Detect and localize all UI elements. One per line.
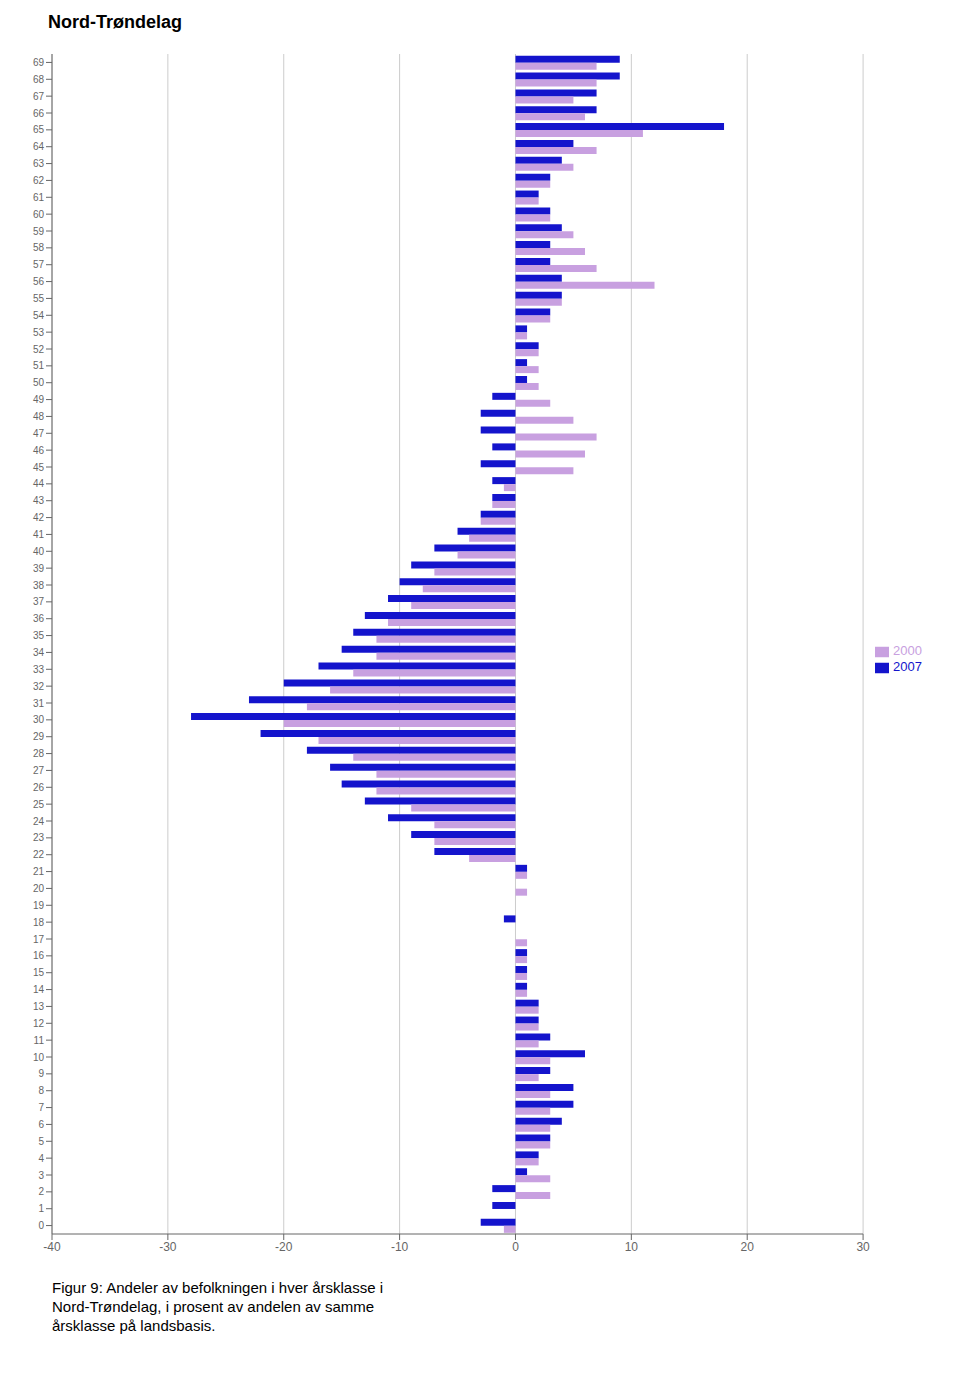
svg-text:43: 43 xyxy=(33,495,45,506)
svg-text:66: 66 xyxy=(33,108,45,119)
svg-text:2: 2 xyxy=(38,1186,44,1197)
svg-text:24: 24 xyxy=(33,816,45,827)
svg-text:55: 55 xyxy=(33,293,45,304)
svg-text:68: 68 xyxy=(33,74,45,85)
svg-text:51: 51 xyxy=(33,360,45,371)
svg-text:5: 5 xyxy=(38,1136,44,1147)
svg-text:35: 35 xyxy=(33,630,45,641)
svg-text:62: 62 xyxy=(33,175,45,186)
svg-text:14: 14 xyxy=(33,984,45,995)
svg-text:65: 65 xyxy=(33,124,45,135)
svg-text:36: 36 xyxy=(33,613,45,624)
svg-text:64: 64 xyxy=(33,141,45,152)
svg-text:42: 42 xyxy=(33,512,45,523)
svg-text:10: 10 xyxy=(625,1240,639,1254)
svg-text:-30: -30 xyxy=(159,1240,177,1254)
svg-text:52: 52 xyxy=(33,344,45,355)
svg-text:-10: -10 xyxy=(391,1240,409,1254)
svg-text:12: 12 xyxy=(33,1018,45,1029)
svg-text:7: 7 xyxy=(38,1102,44,1113)
html-text:Figur 9: Andeler av befolkning: Figur 9: Andeler av befolkningen i hver … xyxy=(52,1279,383,1296)
svg-text:60: 60 xyxy=(33,209,45,220)
html-text:årsklasse på landsbasis.: årsklasse på landsbasis. xyxy=(52,1317,216,1334)
svg-text:37: 37 xyxy=(33,596,45,607)
svg-text:31: 31 xyxy=(33,698,45,709)
svg-text:1: 1 xyxy=(38,1203,44,1214)
svg-text:22: 22 xyxy=(33,849,45,860)
svg-text:-40: -40 xyxy=(43,1240,61,1254)
svg-text:39: 39 xyxy=(33,563,45,574)
svg-text:23: 23 xyxy=(33,832,45,843)
html-text:Nord-Trøndelag, i prosent av a: Nord-Trøndelag, i prosent av andelen av … xyxy=(52,1298,375,1315)
svg-text:0: 0 xyxy=(38,1220,44,1231)
html-text:Nord-Trøndelag: Nord-Trøndelag xyxy=(48,12,182,32)
svg-text:27: 27 xyxy=(33,765,45,776)
svg-text:13: 13 xyxy=(33,1001,45,1012)
svg-text:10: 10 xyxy=(33,1052,45,1063)
svg-text:-20: -20 xyxy=(275,1240,293,1254)
svg-text:54: 54 xyxy=(33,310,45,321)
svg-text:19: 19 xyxy=(33,900,45,911)
svg-text:57: 57 xyxy=(33,259,45,270)
svg-text:63: 63 xyxy=(33,158,45,169)
svg-text:44: 44 xyxy=(33,478,45,489)
svg-text:30: 30 xyxy=(856,1240,870,1254)
svg-text:67: 67 xyxy=(33,91,45,102)
svg-text:6: 6 xyxy=(38,1119,44,1130)
svg-text:20: 20 xyxy=(33,883,45,894)
svg-text:20: 20 xyxy=(741,1240,755,1254)
svg-text:48: 48 xyxy=(33,411,45,422)
svg-text:29: 29 xyxy=(33,731,45,742)
svg-text:53: 53 xyxy=(33,327,45,338)
svg-text:28: 28 xyxy=(33,748,45,759)
svg-text:17: 17 xyxy=(33,934,45,945)
svg-text:59: 59 xyxy=(33,226,45,237)
svg-text:18: 18 xyxy=(33,917,45,928)
svg-text:15: 15 xyxy=(33,967,45,978)
svg-text:32: 32 xyxy=(33,681,45,692)
svg-text:47: 47 xyxy=(33,428,45,439)
svg-text:49: 49 xyxy=(33,394,45,405)
svg-text:46: 46 xyxy=(33,445,45,456)
svg-text:11: 11 xyxy=(34,1035,45,1046)
svg-text:30: 30 xyxy=(33,714,45,725)
svg-text:58: 58 xyxy=(33,242,45,253)
svg-text:33: 33 xyxy=(33,664,45,675)
svg-text:9: 9 xyxy=(38,1068,44,1079)
svg-text:40: 40 xyxy=(33,546,45,557)
svg-text:26: 26 xyxy=(33,782,45,793)
svg-text:56: 56 xyxy=(33,276,45,287)
svg-text:4: 4 xyxy=(38,1153,44,1164)
svg-text:38: 38 xyxy=(33,580,45,591)
svg-text:69: 69 xyxy=(33,57,45,68)
svg-text:21: 21 xyxy=(33,866,45,877)
svg-text:50: 50 xyxy=(33,377,45,388)
svg-text:45: 45 xyxy=(33,462,45,473)
svg-text:8: 8 xyxy=(38,1085,44,1096)
svg-text:61: 61 xyxy=(33,192,45,203)
svg-text:0: 0 xyxy=(512,1240,519,1254)
svg-text:16: 16 xyxy=(33,950,45,961)
html-text:2007: 2007 xyxy=(893,659,922,674)
svg-text:34: 34 xyxy=(33,647,45,658)
svg-text:3: 3 xyxy=(38,1170,44,1181)
svg-text:25: 25 xyxy=(33,799,45,810)
html-text:2000: 2000 xyxy=(893,643,922,659)
svg-text:41: 41 xyxy=(33,529,45,540)
